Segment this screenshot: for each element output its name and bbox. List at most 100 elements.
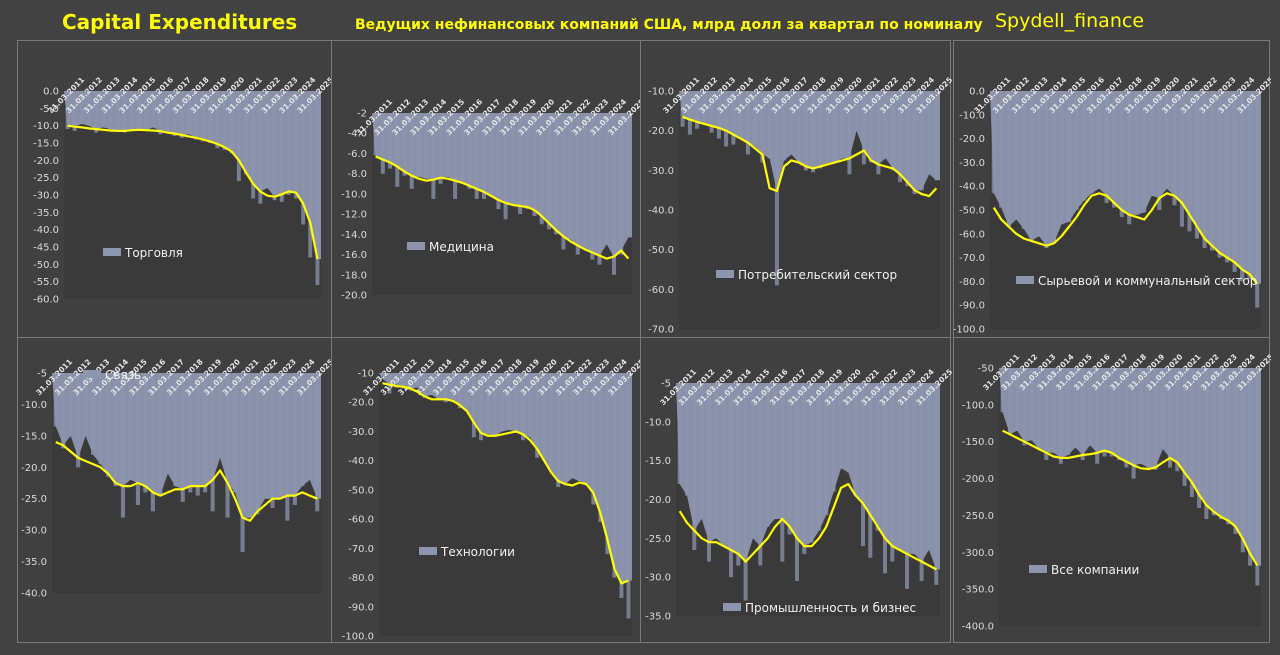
y-tick-label: -5 <box>37 369 47 380</box>
chart-svg: -2 -4.0 -6.0 -8.0 -10.0 -12.0 -14.0 -16.0 -18.0 -… <box>341 97 643 301</box>
bar <box>471 373 476 438</box>
bar <box>122 91 127 133</box>
y-tick-label: -350.0 <box>962 585 994 596</box>
bar <box>817 383 821 531</box>
bar <box>173 373 178 487</box>
bar <box>825 91 830 165</box>
bar <box>753 91 758 147</box>
y-tick-label: -30.0 <box>959 158 985 169</box>
bar <box>934 91 939 181</box>
bar <box>677 383 682 484</box>
y-tick-label: -35.0 <box>21 557 47 568</box>
y-tick-label: -45.0 <box>33 243 59 254</box>
bar <box>493 373 497 436</box>
bar <box>575 113 580 255</box>
y-tick-label: -12.0 <box>341 210 367 221</box>
bar <box>1211 368 1216 516</box>
bar <box>525 113 530 210</box>
bar <box>787 383 792 535</box>
y-tick-label: -400.0 <box>962 622 994 633</box>
bar <box>443 373 448 403</box>
bar <box>180 373 185 502</box>
bar <box>1097 91 1102 189</box>
bar <box>388 113 393 169</box>
chart-panel-trade: 0.0 -5.0 -10.0 -15.0 -20.0 -25.0 -30.0 -35.0 -40… <box>17 40 335 338</box>
bar <box>53 373 58 427</box>
legend-swatch <box>1016 276 1034 284</box>
bar <box>79 91 84 124</box>
bar <box>1217 91 1222 258</box>
bar <box>1074 91 1079 210</box>
bar <box>1124 368 1129 468</box>
bar <box>445 113 450 177</box>
y-tick-label: -50.0 <box>33 260 59 271</box>
bar <box>500 373 504 432</box>
y-tick-label: -250.0 <box>962 511 994 522</box>
legend-label: Промышленность и бизнес <box>745 601 916 615</box>
legend-label: Сырьевой и коммунальный сектор <box>1038 274 1257 288</box>
bar <box>789 91 794 155</box>
bar <box>460 113 465 184</box>
bar <box>453 113 458 199</box>
bar <box>883 91 888 159</box>
bar <box>286 91 291 195</box>
bar <box>1015 368 1020 431</box>
bar <box>1172 91 1177 206</box>
chart-panel-healthcare: -2 -4.0 -6.0 -8.0 -10.0 -12.0 -14.0 -16.0 -18.0 -… <box>331 40 643 338</box>
bar <box>919 91 924 191</box>
bar <box>233 373 238 493</box>
bar <box>832 91 837 163</box>
area-series <box>676 383 940 570</box>
bar <box>767 91 772 159</box>
bar <box>76 373 81 468</box>
bar <box>702 91 707 125</box>
bar <box>464 373 469 410</box>
trend-line <box>67 124 319 260</box>
bar <box>510 113 515 204</box>
bar <box>1022 368 1027 446</box>
bar <box>1095 368 1100 464</box>
bar <box>773 383 777 519</box>
bar <box>824 383 829 515</box>
bar <box>570 373 575 479</box>
bar <box>547 113 551 230</box>
y-tick-label: -10 <box>358 369 374 380</box>
right-title: Spydell_finance <box>995 10 1145 32</box>
bar <box>1149 91 1154 196</box>
bar <box>113 373 118 487</box>
bar <box>222 91 227 150</box>
bar <box>424 113 429 179</box>
trend-line <box>992 192 1259 285</box>
bar <box>1204 368 1209 520</box>
bar <box>591 373 596 505</box>
y-tick-label: -25.0 <box>645 534 671 545</box>
bar <box>1067 91 1072 222</box>
bar <box>151 91 156 128</box>
bar <box>422 373 427 398</box>
y-tick-label: -20.0 <box>648 126 674 137</box>
bar <box>760 91 765 163</box>
bar <box>598 373 603 522</box>
bar <box>795 383 799 581</box>
bar <box>875 383 880 531</box>
bar <box>898 91 903 183</box>
bar <box>1088 368 1092 446</box>
bar <box>1164 91 1169 189</box>
bar <box>150 373 155 512</box>
bar <box>194 91 198 140</box>
bar <box>87 91 91 126</box>
chart-panel-all-companies: -50 -100.0 -150.0 -200.0 -250.0 -300.0 -350.0 -… <box>953 337 1271 643</box>
trend-line <box>678 482 937 571</box>
bar <box>604 113 609 245</box>
y-tick-label: -15.0 <box>33 139 59 150</box>
bar <box>584 373 589 486</box>
bar <box>482 113 486 199</box>
y-tick-label: -15.0 <box>645 456 671 467</box>
bar <box>172 91 177 137</box>
legend-label: Все компании <box>1051 563 1139 577</box>
bar <box>854 91 859 131</box>
y-tick-label: -30.0 <box>348 427 374 438</box>
bar <box>619 373 624 598</box>
bar <box>612 373 617 578</box>
bar <box>991 91 996 194</box>
